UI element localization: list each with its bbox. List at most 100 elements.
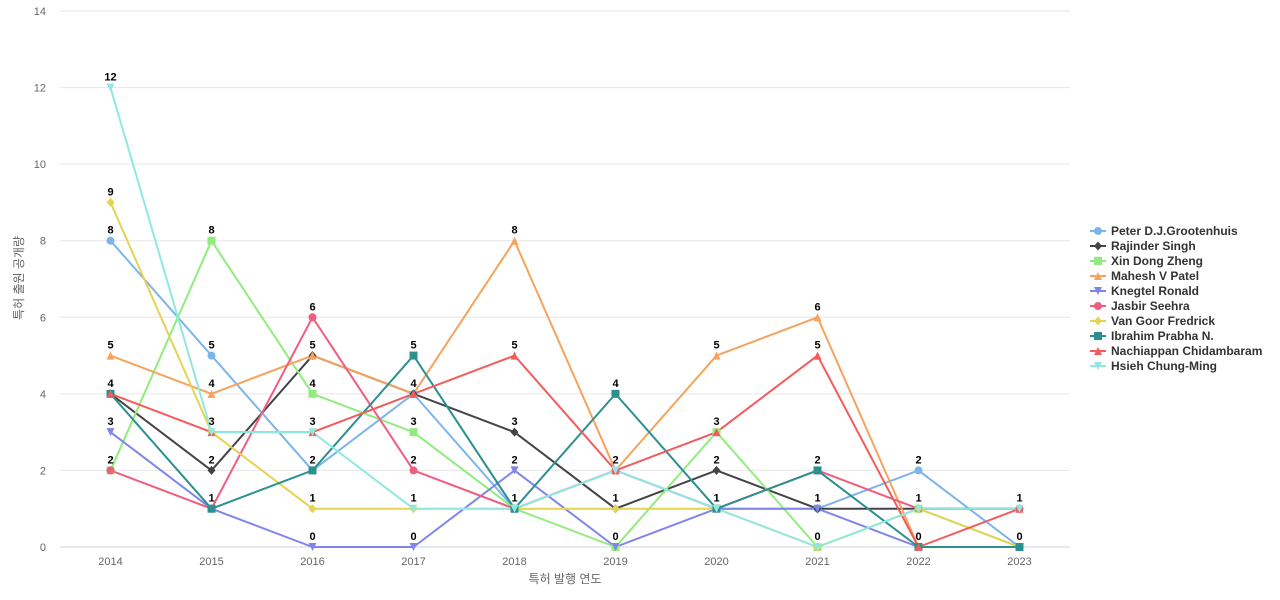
series-marker [1094, 272, 1102, 280]
legend-label: Rajinder Singh [1111, 239, 1196, 253]
series-marker [1094, 362, 1102, 370]
series-marker [106, 83, 115, 92]
grid-lines [60, 10, 1070, 548]
data-label: 12 [104, 72, 116, 84]
data-label: 6 [309, 301, 315, 313]
series-marker [712, 351, 721, 360]
series-marker [1094, 347, 1102, 355]
series-marker [308, 466, 317, 475]
legend-item[interactable]: Jasbir Seehra [1090, 299, 1190, 313]
x-tick-label: 2023 [1007, 556, 1031, 568]
series-marker [1094, 257, 1102, 265]
data-label: 1 [208, 493, 214, 505]
y-tick-label: 2 [40, 465, 46, 477]
series-marker [1094, 302, 1102, 310]
series-marker [106, 389, 115, 398]
series-marker [510, 351, 519, 360]
data-label: 5 [107, 340, 113, 352]
data-label: 9 [107, 186, 113, 198]
legend-item[interactable]: Hsieh Chung-Ming [1090, 359, 1217, 373]
data-label: 0 [814, 531, 820, 543]
data-label: 5 [814, 340, 820, 352]
data-label: 8 [511, 225, 517, 237]
legend-label: Mahesh V Patel [1111, 269, 1199, 283]
y-tick-label: 10 [34, 159, 46, 171]
legend-item[interactable]: Van Goor Fredrick [1090, 314, 1215, 328]
series-marker [308, 389, 317, 398]
series-line-9 [109, 87, 1020, 548]
series-marker [308, 543, 317, 551]
data-label: 0 [410, 531, 416, 543]
x-axis-title: 특허 발행 연도 [529, 571, 602, 586]
series-marker [611, 504, 620, 514]
legend-item[interactable]: Knegtel Ronald [1090, 284, 1199, 298]
data-label: 2 [713, 454, 719, 466]
series-marker [1094, 287, 1102, 295]
series-line-7 [109, 354, 1020, 548]
data-label: 1 [814, 493, 820, 505]
x-tick-label: 2019 [603, 556, 627, 568]
data-label: 1 [410, 493, 416, 505]
series-marker [510, 466, 519, 475]
data-label: 2 [511, 454, 517, 466]
series-marker [914, 466, 923, 475]
data-label: 1 [511, 493, 517, 505]
series-marker [1015, 504, 1024, 513]
legend-item[interactable]: Rajinder Singh [1090, 239, 1196, 253]
series-marker [207, 351, 216, 360]
legend-label: Peter D.J.Grootenhuis [1111, 224, 1238, 238]
data-label: 5 [713, 340, 719, 352]
series-marker [914, 543, 923, 551]
series-marker [409, 504, 418, 513]
series-marker [106, 236, 115, 245]
series-marker [510, 504, 519, 513]
x-tick-label: 2018 [502, 556, 526, 568]
data-label: 1 [309, 493, 315, 505]
series-marker [409, 351, 418, 360]
legend-item[interactable]: Xin Dong Zheng [1090, 254, 1203, 268]
y-axis-ticks: 0 2 4 6 8 10 12 14 [34, 6, 46, 554]
data-label: 8 [107, 225, 113, 237]
series-line-3 [110, 239, 1020, 548]
data-label: 0 [1016, 531, 1022, 543]
series-marker [308, 313, 317, 322]
data-label: 6 [814, 301, 820, 313]
series-marker [611, 389, 620, 398]
x-tick-label: 2021 [805, 556, 829, 568]
series-marker [510, 427, 519, 437]
series-marker [1094, 241, 1102, 251]
x-tick-label: 2016 [300, 556, 324, 568]
series-lines [109, 87, 1021, 548]
series-marker [106, 197, 115, 207]
data-label: 4 [107, 378, 114, 390]
series-marker [308, 428, 317, 437]
series-marker [1094, 227, 1102, 235]
series-marker [106, 466, 115, 475]
series-marker [611, 466, 620, 475]
legend-item[interactable]: Nachiappan Chidambaram [1090, 344, 1262, 358]
series-marker [409, 428, 418, 437]
y-tick-label: 6 [40, 312, 46, 324]
data-labels: 1298543285432165432105432108532142105321… [104, 72, 1022, 543]
series-marker [611, 543, 620, 551]
series-marker [207, 428, 216, 437]
data-label: 2 [612, 454, 618, 466]
series-marker [1094, 332, 1102, 340]
y-tick-label: 4 [40, 389, 46, 401]
series-marker [813, 543, 822, 551]
series-marker [308, 504, 317, 514]
series-marker [1015, 543, 1024, 551]
series-marker [106, 428, 115, 437]
legend-item[interactable]: Mahesh V Patel [1090, 269, 1199, 283]
data-label: 4 [309, 378, 316, 390]
legend-item[interactable]: Peter D.J.Grootenhuis [1090, 224, 1238, 238]
legend-item[interactable]: Ibrahim Prabha N. [1090, 329, 1214, 343]
data-label: 8 [208, 225, 214, 237]
data-label: 3 [309, 416, 315, 428]
y-tick-label: 0 [40, 542, 46, 554]
x-tick-label: 2015 [199, 556, 223, 568]
data-label: 5 [309, 340, 315, 352]
data-label: 3 [107, 416, 113, 428]
series-marker [914, 504, 923, 513]
